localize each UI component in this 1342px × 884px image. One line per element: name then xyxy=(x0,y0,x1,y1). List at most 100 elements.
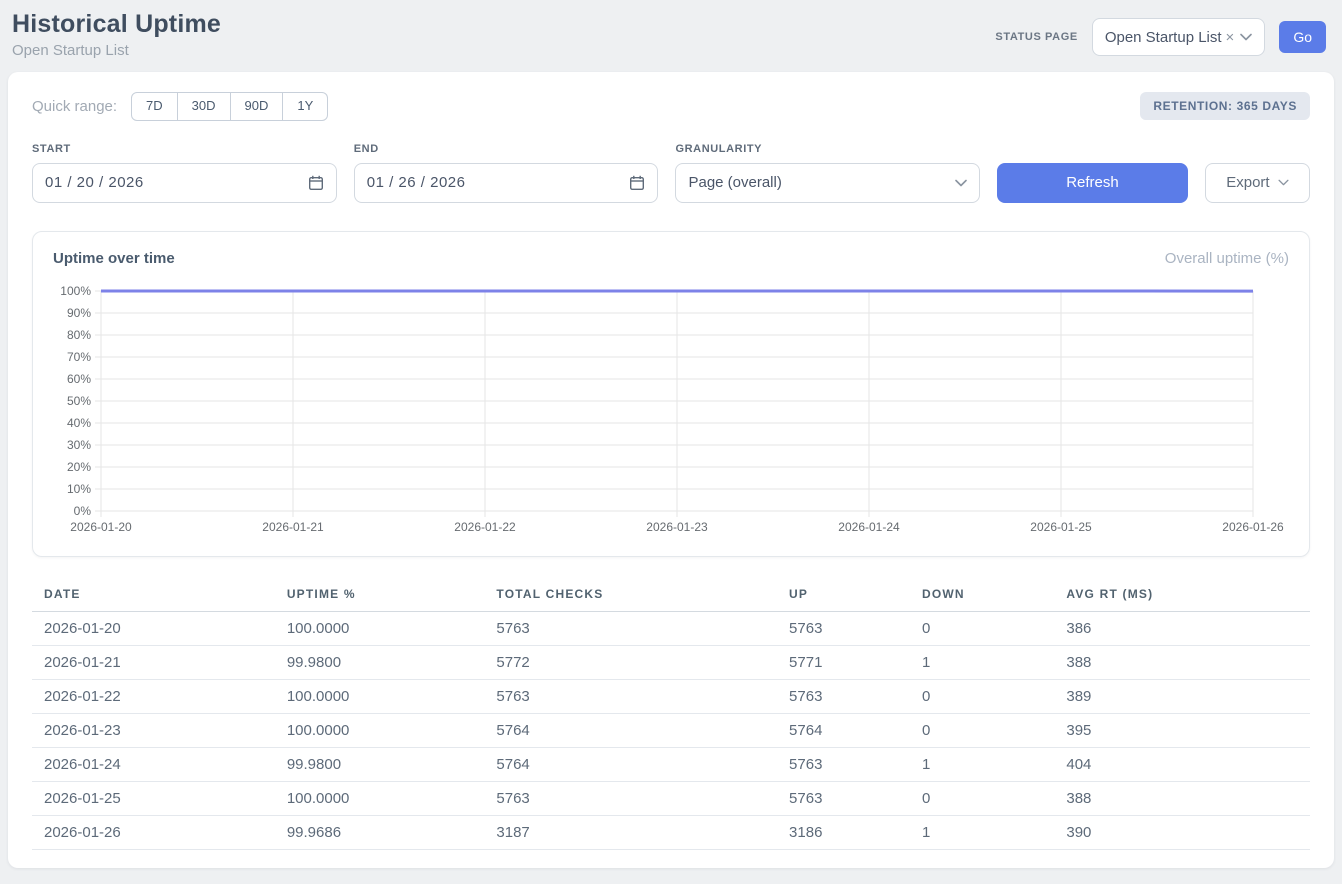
table-cell: 5764 xyxy=(777,713,910,748)
table-cell: 388 xyxy=(1054,645,1310,680)
chart-title: Uptime over time xyxy=(53,249,175,267)
svg-text:2026-01-21: 2026-01-21 xyxy=(262,520,324,534)
chevron-down-icon xyxy=(955,179,968,187)
status-page-label: STATUS PAGE xyxy=(995,31,1078,43)
quick-range-row: Quick range: 7D 30D 90D 1Y RETENTION: 365 D… xyxy=(32,92,1310,121)
daily-uptime-table: DATE UPTIME % TOTAL CHECKS UP DOWN AVG RT (MS… xyxy=(32,580,1310,850)
chevron-down-icon xyxy=(1240,33,1253,41)
svg-text:2026-01-23: 2026-01-23 xyxy=(646,520,708,534)
table-row: 2026-01-22 100.0000 5763 5763 0 389 xyxy=(32,679,1310,714)
table-cell: 386 xyxy=(1054,611,1310,646)
uptime-chart-card: Uptime over time Overall uptime (%) 0% 10… xyxy=(32,230,1310,557)
table-cell: 389 xyxy=(1054,679,1310,714)
column-header-up: UP xyxy=(777,580,910,612)
calendar-icon[interactable] xyxy=(629,175,645,191)
table-cell: 5763 xyxy=(777,611,910,646)
page-header: Historical Uptime Open Startup List STAT… xyxy=(0,0,1342,70)
quick-range-90d-button[interactable]: 90D xyxy=(230,92,284,121)
table-cell: 390 xyxy=(1054,815,1310,850)
table-row: 2026-01-24 99.9800 5764 5763 1 404 xyxy=(32,747,1310,782)
table-cell: 5764 xyxy=(484,747,778,782)
table-row: 2026-01-25 100.0000 5763 5763 0 388 xyxy=(32,781,1310,816)
chevron-down-icon xyxy=(1278,180,1289,186)
table-cell: 99.9800 xyxy=(274,645,485,680)
svg-text:2026-01-20: 2026-01-20 xyxy=(70,520,132,534)
table-cell: 100.0000 xyxy=(274,679,485,714)
status-page-select[interactable]: Open Startup List × xyxy=(1091,18,1266,56)
table-cell: 3187 xyxy=(484,815,778,850)
table-cell: 1 xyxy=(909,645,1055,680)
table-cell: 395 xyxy=(1054,713,1310,748)
svg-text:10%: 10% xyxy=(67,482,91,496)
table-cell: 100.0000 xyxy=(274,713,485,748)
start-date-label: START xyxy=(32,142,71,155)
table-row: 2026-01-23 100.0000 5764 5764 0 395 xyxy=(32,713,1310,748)
table-cell: 5763 xyxy=(777,679,910,714)
table-cell: 5764 xyxy=(484,713,778,748)
svg-text:70%: 70% xyxy=(67,350,91,364)
table-cell: 100.0000 xyxy=(274,781,485,816)
table-cell: 388 xyxy=(1054,781,1310,816)
table-cell: 2026-01-23 xyxy=(32,713,275,748)
table-cell: 5763 xyxy=(484,679,778,714)
svg-text:80%: 80% xyxy=(67,328,91,342)
table-cell: 2026-01-26 xyxy=(32,815,275,850)
table-header: DATE UPTIME % TOTAL CHECKS UP DOWN AVG RT (MS… xyxy=(32,580,1310,612)
clear-selection-icon[interactable]: × xyxy=(1225,28,1235,46)
table-cell: 5771 xyxy=(777,645,910,680)
granularity-field: GRANULARITY Page (overall) xyxy=(675,143,981,203)
export-button[interactable]: Export xyxy=(1204,162,1311,203)
column-header-avg: AVG RT (MS) xyxy=(1054,580,1310,612)
table-cell: 1 xyxy=(909,747,1055,782)
table-row: 2026-01-20 100.0000 5763 5763 0 386 xyxy=(32,611,1310,646)
end-date-value: 01 / 26 / 2026 xyxy=(366,174,466,192)
svg-text:0%: 0% xyxy=(74,504,92,518)
table-cell: 100.0000 xyxy=(274,611,485,646)
granularity-select[interactable]: Page (overall) xyxy=(675,162,981,203)
svg-text:40%: 40% xyxy=(67,416,91,430)
end-date-input[interactable]: 01 / 26 / 2026 xyxy=(353,162,659,203)
retention-badge: RETENTION: 365 DAYS xyxy=(1140,92,1310,121)
svg-text:20%: 20% xyxy=(67,460,91,474)
svg-text:50%: 50% xyxy=(67,394,91,408)
start-date-value: 01 / 20 / 2026 xyxy=(45,174,144,192)
table-cell: 3186 xyxy=(777,815,910,850)
table-cell: 2026-01-20 xyxy=(32,611,275,646)
table-cell: 5763 xyxy=(484,781,778,816)
granularity-value: Page (overall) xyxy=(688,174,782,192)
calendar-icon[interactable] xyxy=(308,175,324,191)
table-cell: 99.9800 xyxy=(274,747,485,782)
svg-text:60%: 60% xyxy=(67,372,91,386)
chart-header: Uptime over time Overall uptime (%) xyxy=(53,250,1289,267)
main-card: Quick range: 7D 30D 90D 1Y RETENTION: 365 D… xyxy=(8,72,1334,868)
end-date-field: END 01 / 26 / 2026 xyxy=(353,142,659,203)
table-cell: 0 xyxy=(909,679,1055,714)
column-header-date: DATE xyxy=(32,580,275,612)
table-cell: 2026-01-22 xyxy=(32,679,275,714)
table-cell: 1 xyxy=(909,815,1055,850)
svg-text:2026-01-24: 2026-01-24 xyxy=(838,520,900,534)
table-cell: 5763 xyxy=(777,747,910,782)
chart-legend: Overall uptime (%) xyxy=(1164,249,1289,267)
quick-range-1y-button[interactable]: 1Y xyxy=(283,92,329,121)
quick-range-30d-button[interactable]: 30D xyxy=(177,92,231,121)
quick-range-7d-button[interactable]: 7D xyxy=(131,92,178,121)
export-button-label: Export xyxy=(1226,174,1270,192)
go-button[interactable]: Go xyxy=(1279,21,1326,53)
page-subtitle: Open Startup List xyxy=(12,42,129,59)
header-actions: STATUS PAGE Open Startup List × Go xyxy=(995,18,1326,56)
refresh-button[interactable]: Refresh xyxy=(997,162,1188,203)
status-page-selected-value: Open Startup List xyxy=(1104,28,1222,46)
table-cell: 0 xyxy=(909,713,1055,748)
table-row: 2026-01-21 99.9800 5772 5771 1 388 xyxy=(32,645,1310,680)
column-header-down: DOWN xyxy=(909,580,1055,612)
end-date-label: END xyxy=(353,142,379,155)
page-title: Historical Uptime xyxy=(12,10,222,38)
table-cell: 99.9686 xyxy=(274,815,485,850)
column-header-checks: TOTAL CHECKS xyxy=(484,580,778,612)
svg-text:100%: 100% xyxy=(60,284,91,298)
svg-text:2026-01-26: 2026-01-26 xyxy=(1222,520,1284,534)
start-date-input[interactable]: 01 / 20 / 2026 xyxy=(32,162,337,203)
table-cell: 0 xyxy=(909,781,1055,816)
